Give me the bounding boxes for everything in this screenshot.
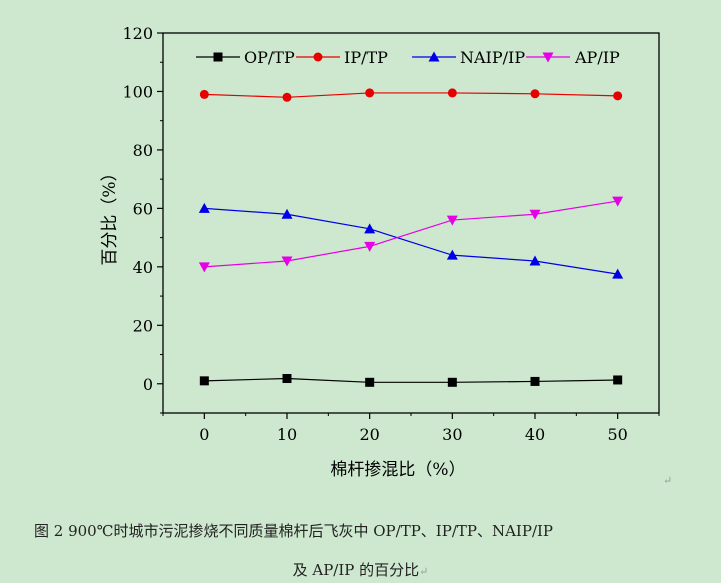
- y-tick-label: 80: [133, 141, 153, 160]
- legend-label-op-tp: OP/TP: [244, 48, 295, 67]
- data-point-naip-ip: [612, 268, 624, 279]
- line-chart: 0 20 40 60 80 100 120 0 10 20 30 40 50 OP/TP IP/TP NAI…: [100, 24, 660, 480]
- data-point-op-tp: [530, 376, 540, 386]
- figure-caption-line-2: 及 AP/IP 的百分比↵: [0, 559, 721, 580]
- data-point-op-tp: [447, 377, 457, 387]
- data-point-naip-ip: [364, 223, 376, 234]
- data-point-op-tp: [282, 374, 292, 384]
- data-point-op-tp: [199, 376, 209, 386]
- legend-marker-naip-ip: [428, 51, 440, 62]
- legend-label-naip-ip: NAIP/IP: [460, 48, 525, 67]
- data-point-ap-ip: [446, 215, 458, 226]
- data-point-ap-ip: [364, 241, 376, 252]
- data-point-op-tp: [365, 377, 375, 387]
- data-point-op-tp: [613, 375, 623, 385]
- y-tick-label: 60: [133, 199, 153, 218]
- data-point-naip-ip: [198, 202, 210, 213]
- data-point-ip-tp: [199, 89, 209, 99]
- legend-marker-ip-tp: [313, 52, 323, 62]
- series-line-ap-ip: [204, 200, 618, 268]
- y-tick-label: 120: [122, 24, 153, 43]
- x-tick-label: 0: [199, 425, 209, 444]
- data-point-ip-tp: [282, 92, 292, 102]
- x-tick-label: 30: [442, 425, 462, 444]
- y-tick-label: 40: [133, 258, 153, 277]
- data-point-ap-ip: [529, 209, 541, 220]
- series-line-ip-tp: [204, 92, 618, 98]
- series-line-op-tp: [204, 377, 618, 383]
- data-point-ip-tp: [530, 89, 540, 99]
- return-mark: ↵: [663, 474, 673, 487]
- x-tick-label: 20: [359, 425, 379, 444]
- series-line-naip-ip: [204, 207, 618, 275]
- data-point-naip-ip: [529, 255, 541, 266]
- plot-area-frame: [162, 32, 660, 414]
- x-tick-label: 50: [607, 425, 627, 444]
- x-axis-label: 棉杆掺混比（%）: [330, 460, 465, 480]
- return-mark: ↵: [419, 565, 429, 578]
- y-tick-label: 100: [122, 82, 153, 101]
- y-axis-label: 百分比（%）: [100, 164, 120, 265]
- data-point-ip-tp: [613, 91, 623, 101]
- figure-caption-line-1: 图 2 900℃时城市污泥掺烧不同质量棉杆后飞灰中 OP/TP、IP/TP、NA…: [34, 522, 554, 540]
- y-tick-label: 20: [133, 316, 153, 335]
- data-point-ip-tp: [365, 88, 375, 98]
- data-point-naip-ip: [446, 249, 458, 260]
- x-tick-label: 10: [277, 425, 297, 444]
- data-point-ap-ip: [612, 196, 624, 207]
- y-tick-label: 0: [143, 375, 153, 394]
- data-point-ip-tp: [447, 88, 457, 98]
- legend-label-ip-tp: IP/TP: [344, 48, 388, 67]
- legend-marker-op-tp: [213, 52, 223, 62]
- legend-label-ap-ip: AP/IP: [574, 48, 620, 67]
- data-point-ap-ip: [281, 256, 293, 267]
- data-point-ap-ip: [198, 262, 210, 273]
- figure-caption-line-2-text: 及 AP/IP 的百分比: [292, 561, 420, 579]
- x-tick-label: 40: [525, 425, 545, 444]
- data-point-naip-ip: [281, 208, 293, 219]
- legend-marker-ap-ip: [542, 52, 554, 63]
